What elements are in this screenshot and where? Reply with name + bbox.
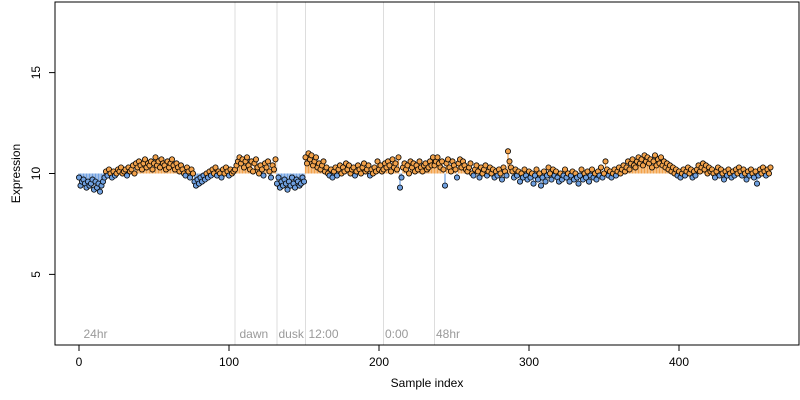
time-annotation: dusk (279, 327, 305, 341)
data-point (575, 180, 582, 187)
data-point (398, 174, 405, 181)
data-point (542, 178, 549, 185)
x-axis-label: Sample index (391, 376, 464, 390)
data-point (389, 156, 396, 163)
data-point (186, 174, 193, 181)
x-tick-label: 400 (669, 355, 689, 369)
data-point (598, 164, 605, 171)
data-point (97, 188, 104, 195)
data-point (626, 166, 633, 173)
data-point (218, 174, 225, 181)
data-point (168, 156, 175, 163)
data-points (76, 148, 774, 195)
data-point (300, 178, 307, 185)
data-point (589, 166, 596, 173)
data-point (562, 166, 569, 173)
data-point (503, 172, 510, 179)
data-point (396, 184, 403, 191)
data-point (392, 160, 399, 167)
data-point (416, 158, 423, 165)
data-point (243, 154, 250, 161)
data-point (395, 154, 402, 161)
data-point (721, 176, 728, 183)
data-point (578, 166, 585, 173)
data-point (131, 170, 138, 177)
data-point (365, 162, 372, 169)
data-point (152, 154, 159, 161)
time-annotation: 48hr (436, 327, 460, 341)
data-point (533, 166, 540, 173)
data-point (506, 158, 513, 165)
data-point (766, 170, 773, 177)
data-point (275, 174, 282, 181)
data-point (692, 172, 699, 179)
x-tick-label: 100 (219, 355, 239, 369)
data-point (212, 164, 219, 171)
data-point (387, 168, 394, 175)
data-point (284, 186, 291, 193)
data-point (602, 158, 609, 165)
data-point (541, 168, 548, 175)
data-point (652, 152, 659, 159)
data-point (141, 156, 148, 163)
data-point (743, 176, 750, 183)
x-tick-label: 300 (519, 355, 539, 369)
data-point (252, 156, 259, 163)
data-point (640, 162, 647, 169)
data-point (632, 164, 639, 171)
data-point (264, 158, 271, 165)
time-annotation: 12:00 (309, 327, 339, 341)
data-point (530, 180, 537, 187)
data-point (303, 160, 310, 167)
data-point (517, 178, 524, 185)
data-point (405, 170, 412, 177)
data-point (593, 176, 600, 183)
data-point (263, 164, 270, 171)
data-point (124, 172, 131, 179)
y-tick-label: 15 (29, 66, 43, 80)
data-point (270, 166, 277, 173)
y-tick-label: 10 (29, 167, 43, 181)
data-point (249, 168, 256, 175)
time-annotation: 0:00 (385, 327, 409, 341)
data-point (441, 182, 448, 189)
y-tick-label: 5 (29, 271, 43, 278)
data-point (189, 170, 196, 177)
data-point (767, 164, 774, 171)
data-point (754, 180, 761, 187)
data-point (467, 160, 474, 167)
data-point (470, 172, 477, 179)
time-annotation: 24hr (84, 327, 108, 341)
data-point (267, 174, 274, 181)
data-point (393, 166, 400, 173)
data-point (260, 172, 267, 179)
data-point (272, 156, 279, 163)
data-point (548, 176, 555, 183)
data-point (312, 154, 319, 161)
data-point (320, 158, 327, 165)
x-tick-label: 0 (76, 355, 83, 369)
data-point (538, 182, 545, 189)
data-point (440, 166, 447, 173)
x-tick-label: 200 (369, 355, 389, 369)
data-point (452, 166, 459, 173)
time-annotations: 24hr dawn dusk 12:00 0:00 48hr (84, 327, 461, 341)
data-point (498, 176, 505, 183)
data-point (374, 158, 381, 165)
data-point (149, 166, 156, 173)
data-point (434, 154, 441, 161)
data-point (658, 154, 665, 161)
y-axis-label: Expression (9, 144, 23, 203)
data-point (476, 174, 483, 181)
data-point (586, 178, 593, 185)
time-annotation: dawn (240, 327, 269, 341)
data-point (504, 148, 511, 155)
data-point (453, 174, 460, 181)
axes: 0 100 200 300 400 5 10 15 (29, 66, 689, 369)
